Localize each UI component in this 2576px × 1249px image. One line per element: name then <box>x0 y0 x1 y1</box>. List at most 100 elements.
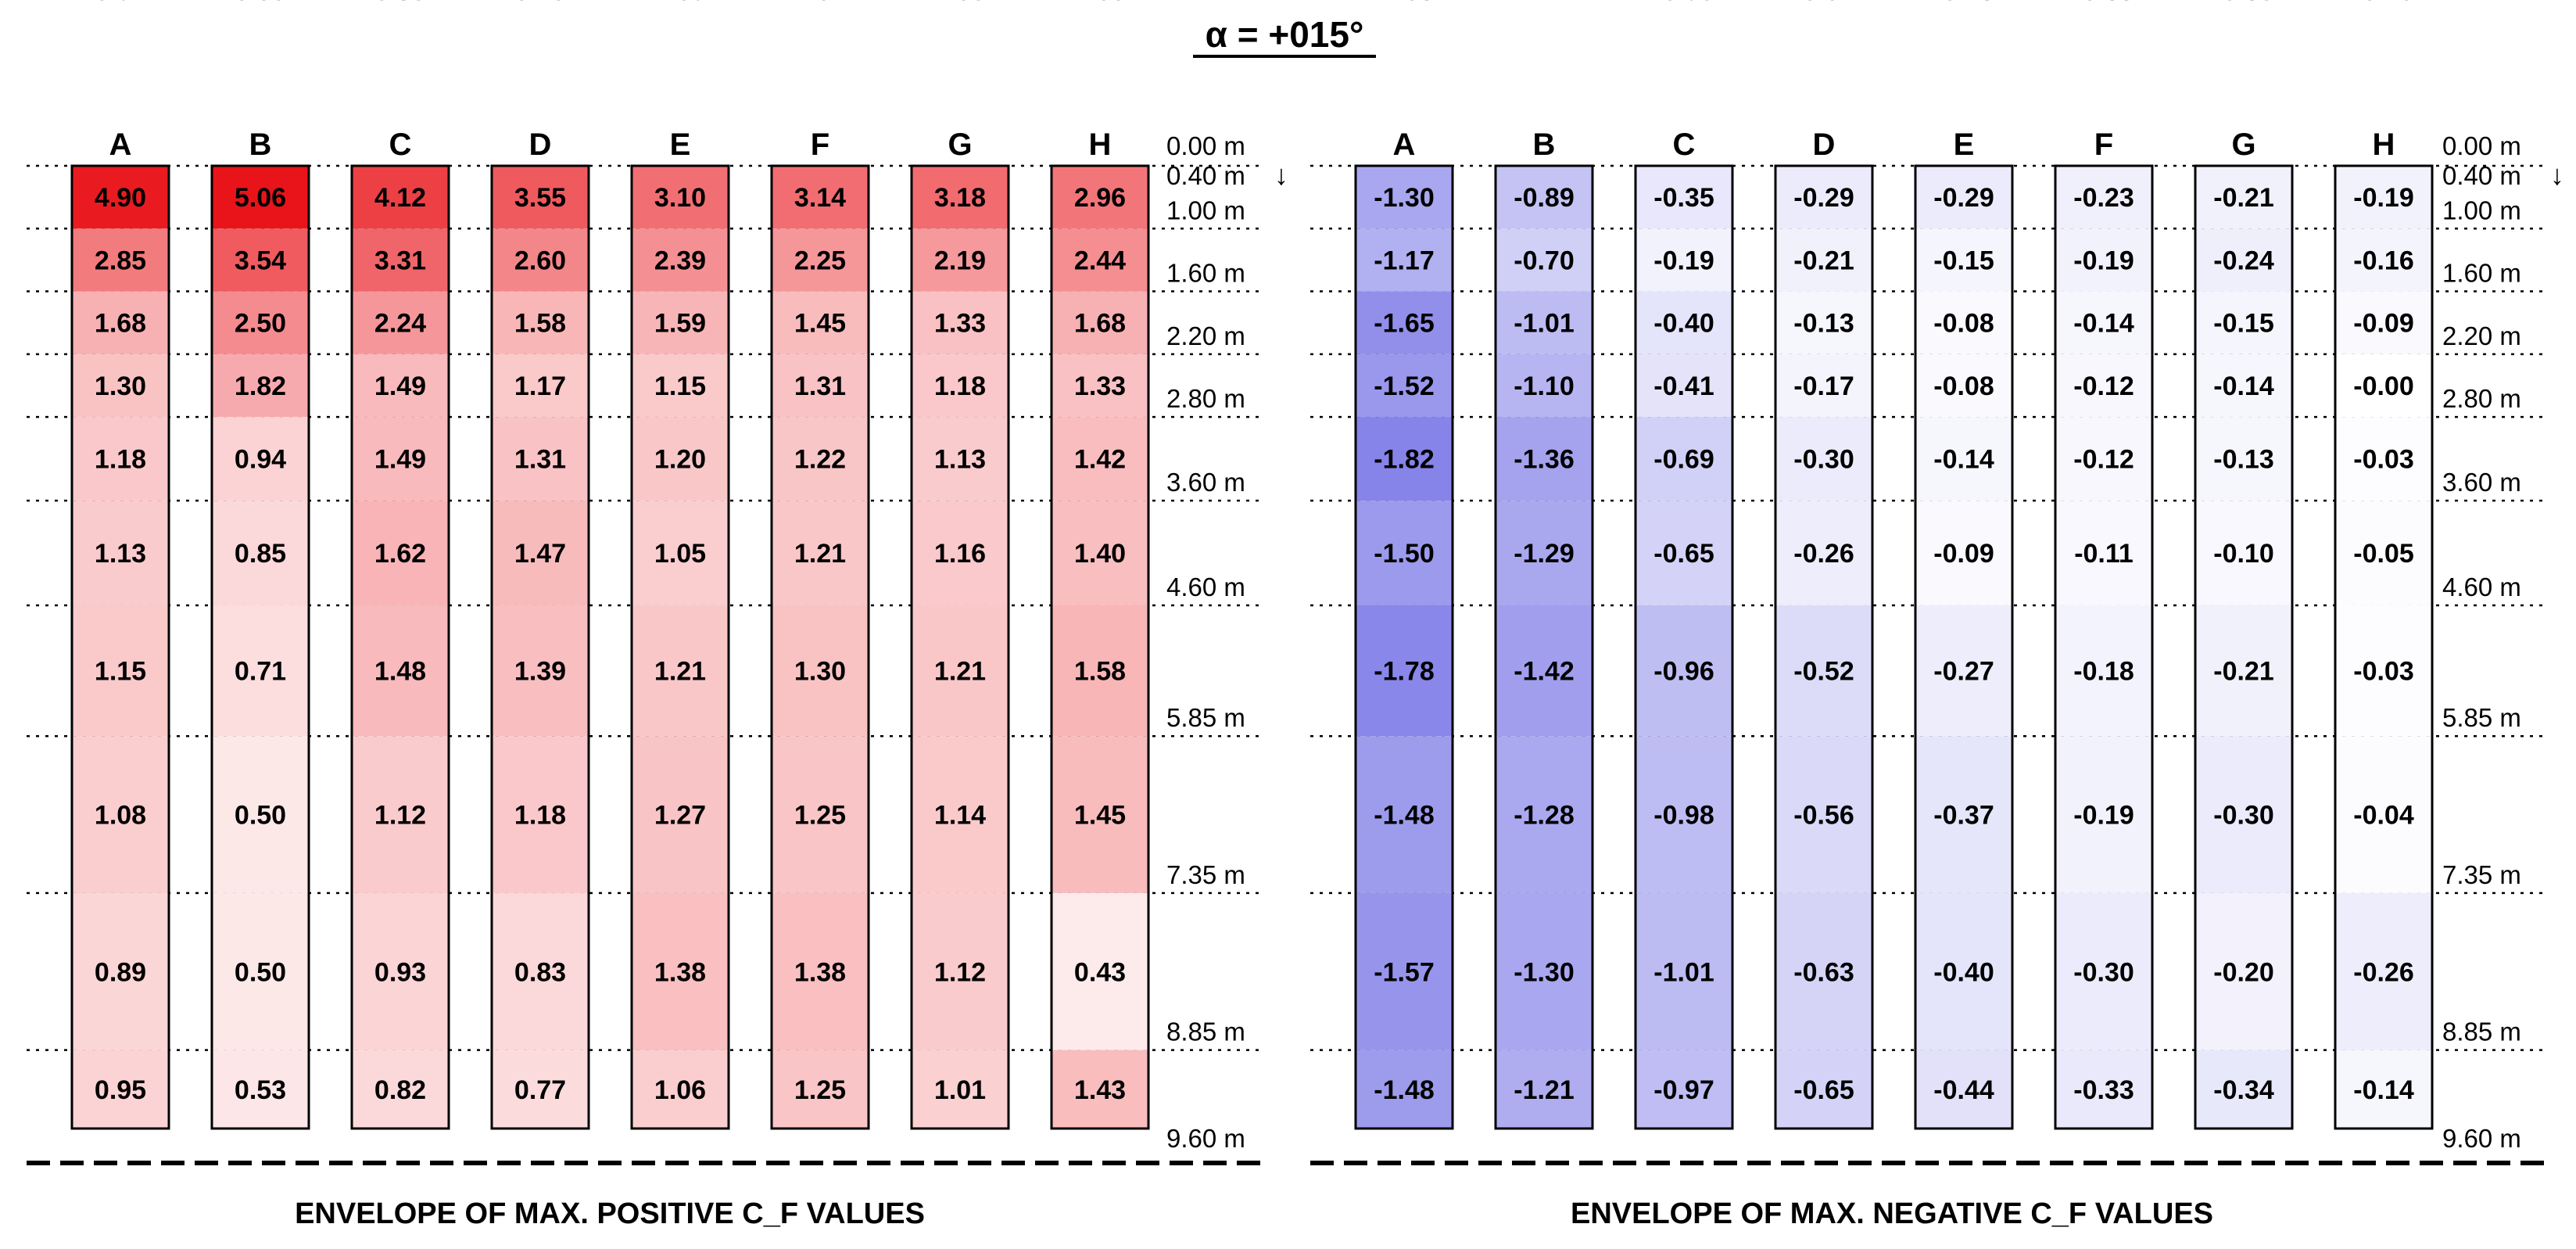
cell-value: 1.49 <box>374 445 426 475</box>
cell-c-5 <box>352 417 449 501</box>
cell-b-4 <box>1496 354 1593 418</box>
cell-value: -0.16 <box>2353 246 2414 275</box>
cell-b-1 <box>1496 166 1593 229</box>
cell-value: -0.14 <box>2073 309 2134 339</box>
cell-f-4 <box>2055 354 2152 418</box>
cell-value: -0.70 <box>1514 246 1575 275</box>
cell-value: 1.22 <box>794 445 846 475</box>
cell-c-1 <box>352 166 449 229</box>
cell-value: 1.09 <box>654 0 706 6</box>
cell-value: -0.65 <box>1793 1075 1854 1105</box>
cell-value: 0.89 <box>95 957 146 987</box>
cell-value: -0.18 <box>2073 657 2134 687</box>
cell-value: 1.45 <box>794 309 846 339</box>
cell-value: -0.26 <box>2353 957 2414 987</box>
cell-value: -1.58 <box>1374 0 1435 6</box>
cell-value: 1.25 <box>794 801 846 831</box>
cell-value: -0.89 <box>1514 183 1575 213</box>
cell-value: -0.41 <box>1653 371 1714 401</box>
cell-value: 0.85 <box>374 0 426 6</box>
cell-c-6 <box>352 501 449 605</box>
cell-e-7 <box>632 605 729 737</box>
cell-d-7 <box>492 605 589 737</box>
cell-e-5 <box>1915 417 2012 501</box>
cell-value: -1.50 <box>1374 539 1435 569</box>
height-label: 1.00 m <box>2442 196 2521 224</box>
cell-a-6 <box>72 501 169 605</box>
cell-b-9 <box>212 892 309 1050</box>
column-outline <box>1634 164 1734 1130</box>
cell-value: -0.08 <box>1933 309 1994 339</box>
cell-value: 0.94 <box>95 0 146 6</box>
cell-value: 0.83 <box>514 957 566 987</box>
column-label-d: D <box>529 127 552 162</box>
cell-value: 1.17 <box>514 371 566 401</box>
cell-value: -1.52 <box>1374 371 1435 401</box>
cell-h-10 <box>2335 1050 2432 1129</box>
cell-h-4 <box>1052 354 1148 418</box>
column-outline <box>630 164 730 1130</box>
cell-value: -1.21 <box>1514 1075 1575 1105</box>
cell-a-5 <box>1356 417 1453 501</box>
height-label: 9.60 m <box>1166 1124 1245 1153</box>
cell-f-1 <box>772 166 869 229</box>
cell-c-2 <box>352 228 449 292</box>
cell-e-2 <box>1915 228 2012 292</box>
cell-a-1 <box>72 166 169 229</box>
cell-value: 1.47 <box>514 539 566 569</box>
column-label-c: C <box>389 127 412 162</box>
cell-c-6 <box>1636 501 1732 605</box>
cell-e-5 <box>632 417 729 501</box>
cell-value: -0.40 <box>1933 957 1994 987</box>
height-label: 0.40 m <box>2442 161 2521 190</box>
cell-f-2 <box>772 228 869 292</box>
cell-value: 5.06 <box>235 183 286 213</box>
cell-h-7 <box>2335 605 2432 737</box>
cell-value: -0.13 <box>1793 309 1854 339</box>
cell-value: -0.08 <box>1933 371 1994 401</box>
panel-title: ENVELOPE OF MAX. NEGATIVE C_F VALUES <box>1571 1197 2213 1230</box>
cell-value: 4.12 <box>374 183 426 213</box>
cell-a-1 <box>1356 166 1453 229</box>
cell-value: 1.20 <box>654 445 706 475</box>
cell-d-8 <box>492 736 589 893</box>
column-outline <box>210 164 310 1130</box>
cell-value: 0.75 <box>514 0 566 6</box>
cell-value: -0.15 <box>1933 246 1994 275</box>
cell-g-9 <box>2195 892 2292 1050</box>
cell-value: 1.30 <box>95 371 146 401</box>
column-outline <box>1914 164 2014 1130</box>
column-label-g: G <box>2231 127 2255 162</box>
cell-b-3 <box>1496 291 1593 354</box>
cell-value: -0.04 <box>2353 801 2414 831</box>
cell-a-3 <box>72 291 169 354</box>
height-label: 2.80 m <box>2442 384 2521 413</box>
cell-a-9 <box>1356 892 1453 1050</box>
cell-value: -0.19 <box>2073 246 2134 275</box>
column-label-f: F <box>811 127 829 162</box>
cell-c-5 <box>1636 417 1732 501</box>
cell-value: -1.29 <box>1514 539 1575 569</box>
cell-c-2 <box>1636 228 1732 292</box>
cell-c-1 <box>1636 166 1732 229</box>
cell-e-1 <box>1915 166 2012 229</box>
cell-value: -0.10 <box>2213 539 2274 569</box>
cell-value: -1.30 <box>1374 183 1435 213</box>
cell-value: 3.10 <box>654 183 706 213</box>
cell-a-2 <box>72 228 169 292</box>
cell-c-3 <box>1636 291 1732 354</box>
height-label: 7.35 m <box>1166 860 1245 889</box>
cell-value: -0.65 <box>1653 539 1714 569</box>
column-label-e: E <box>670 127 691 162</box>
cell-value: -0.12 <box>2073 445 2134 475</box>
cell-value: -1.78 <box>1374 657 1435 687</box>
down-arrow-icon: ↓ <box>1274 159 1288 191</box>
cell-d-3 <box>492 291 589 354</box>
cell-value: -0.19 <box>2353 183 2414 213</box>
height-label: 5.85 m <box>1166 703 1245 732</box>
cell-a-8 <box>72 736 169 893</box>
column-label-b: B <box>1533 127 1556 162</box>
column-label-b: B <box>249 127 272 162</box>
cell-value: 2.39 <box>654 246 706 275</box>
